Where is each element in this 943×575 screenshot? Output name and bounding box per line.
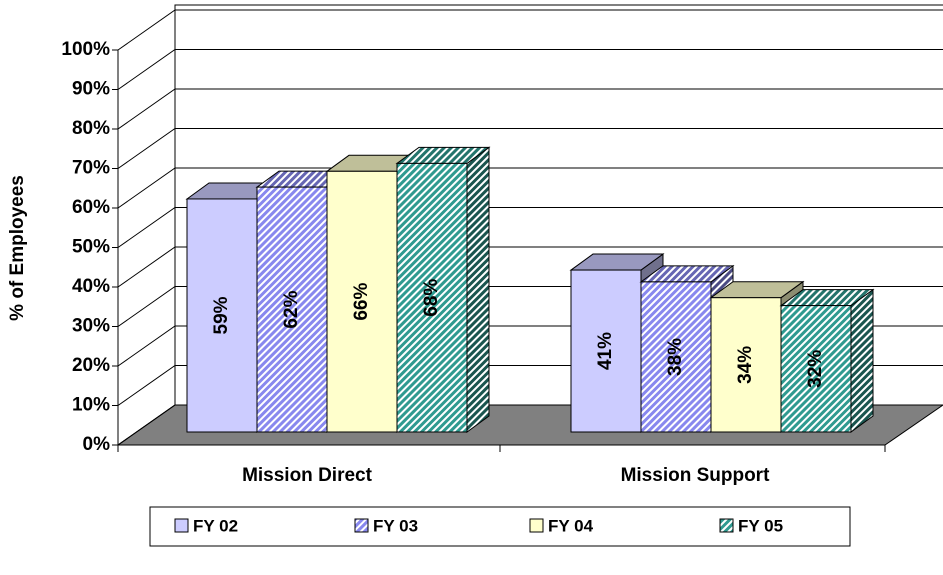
bar: [396, 162, 468, 433]
bar-side: [850, 288, 874, 433]
x-tick-label: Mission Direct: [242, 465, 373, 486]
grid-line: [117, 9, 943, 51]
y-tick-label: 60%: [72, 197, 110, 218]
grid-line: [117, 88, 943, 130]
legend-swatch: [174, 518, 189, 533]
legend-swatch: [529, 518, 544, 533]
value-label: 68%: [421, 279, 442, 317]
y-tick-label: 100%: [61, 39, 110, 60]
legend-swatch: [719, 518, 734, 533]
bar: [710, 297, 782, 433]
legend-swatch: [354, 518, 369, 533]
legend-label: FY 04: [548, 516, 594, 535]
value-label: 38%: [665, 338, 686, 376]
value-label: 32%: [805, 350, 826, 388]
y-tick-label: 30%: [72, 316, 110, 337]
bar: [256, 186, 328, 433]
bar-side: [466, 146, 490, 433]
y-tick-label: 40%: [72, 276, 110, 297]
y-tick-label: 80%: [72, 118, 110, 139]
y-tick-label: 10%: [72, 395, 110, 416]
y-tick-label: 70%: [72, 158, 110, 179]
y-tick-label: 0%: [83, 434, 111, 455]
bar: [186, 198, 258, 433]
bar: [326, 170, 398, 433]
grid-line: [117, 49, 943, 90]
y-tick-label: 50%: [72, 237, 110, 258]
bar: [640, 281, 712, 433]
bar: [570, 269, 642, 433]
value-label: 34%: [735, 346, 756, 384]
legend-label: FY 02: [193, 516, 238, 535]
value-label: 59%: [211, 296, 232, 334]
y-axis-label: % of Employees: [7, 175, 28, 321]
y-tick-label: 90%: [72, 79, 110, 100]
x-tick-label: Mission Support: [621, 465, 771, 486]
value-label: 41%: [595, 332, 616, 370]
y-tick-label: 20%: [72, 355, 110, 376]
value-label: 66%: [351, 283, 372, 321]
legend-label: FY 05: [738, 516, 783, 535]
bar: [780, 305, 852, 433]
grid-line: [117, 167, 943, 209]
grid-line: [117, 207, 943, 248]
grid-line: [117, 246, 943, 288]
grid-line: [117, 128, 943, 169]
value-label: 62%: [281, 290, 302, 328]
legend-label: FY 03: [373, 516, 418, 535]
